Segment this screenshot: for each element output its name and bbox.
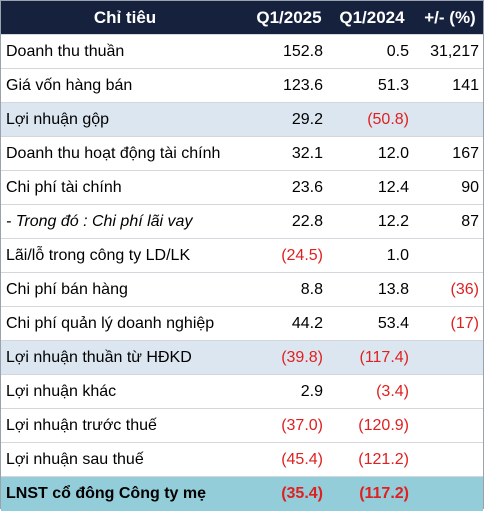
value-q1-2025: 23.6 bbox=[291, 178, 323, 196]
value-q1-2025: (24.5) bbox=[281, 246, 323, 264]
value-q1-2024: 53.4 bbox=[377, 314, 409, 332]
value-q1-2024: (117.4) bbox=[359, 348, 409, 366]
value-q1-2024: (50.8) bbox=[367, 110, 409, 128]
value-change: (17) bbox=[450, 314, 479, 332]
row-label: Giá vốn hàng bán bbox=[6, 76, 133, 94]
value-q1-2024: 1.0 bbox=[386, 246, 409, 264]
value-q1-2025: (35.4) bbox=[281, 485, 323, 502]
value-q1-2024: 12.2 bbox=[377, 212, 409, 230]
value-change bbox=[415, 477, 485, 511]
value-q1-2024: 12.4 bbox=[377, 178, 409, 196]
row-label: - Trong đó : Chi phí lãi vay bbox=[6, 212, 193, 230]
row-label: Doanh thu thuần bbox=[6, 42, 125, 60]
value-change bbox=[415, 341, 485, 374]
value-change: 31,217 bbox=[430, 42, 479, 60]
value-q1-2025: 29.2 bbox=[291, 110, 323, 128]
row-label: Lợi nhuận sau thuế bbox=[6, 450, 144, 468]
value-q1-2025: (45.4) bbox=[281, 450, 323, 468]
table-row: Lãi/lỗ trong công ty LD/LK (24.5) 1.0 bbox=[1, 239, 483, 273]
value-change bbox=[415, 103, 485, 136]
table-row: - Trong đó : Chi phí lãi vay 22.8 12.2 8… bbox=[1, 205, 483, 239]
value-q1-2024: (3.4) bbox=[376, 382, 409, 400]
value-q1-2025: 32.1 bbox=[291, 144, 323, 162]
row-label: Lợi nhuận gộp bbox=[6, 110, 110, 128]
value-change bbox=[415, 409, 485, 442]
row-label: Lợi nhuận trước thuế bbox=[6, 416, 157, 434]
row-label: Chi phí quản lý doanh nghiệp bbox=[6, 314, 215, 332]
table-header-row: Chỉ tiêu Q1/2025 Q1/2024 +/- (%) bbox=[1, 1, 483, 35]
value-q1-2024: 51.3 bbox=[377, 76, 409, 94]
value-q1-2024: 0.5 bbox=[386, 42, 409, 60]
value-change: 90 bbox=[461, 178, 479, 196]
row-label: Lãi/lỗ trong công ty LD/LK bbox=[6, 246, 191, 264]
row-label: Chi phí bán hàng bbox=[6, 280, 128, 298]
table-row-highlight: Lợi nhuận thuần từ HĐKD (39.8) (117.4) bbox=[1, 341, 483, 375]
table-row-total: LNST cổ đông Công ty mẹ (35.4) (117.2) bbox=[1, 477, 483, 511]
value-change: 87 bbox=[461, 212, 479, 230]
value-q1-2024: (120.9) bbox=[358, 416, 409, 434]
row-label: Lợi nhuận khác bbox=[6, 382, 117, 400]
header-q1-2024: Q1/2024 bbox=[339, 7, 405, 27]
table-row: Chi phí quản lý doanh nghiệp 44.2 53.4 (… bbox=[1, 307, 483, 341]
header-indicator: Chỉ tiêu bbox=[93, 7, 157, 27]
table-row: Doanh thu thuần 152.8 0.5 31,217 bbox=[1, 35, 483, 69]
row-label: Doanh thu hoạt động tài chính bbox=[6, 144, 221, 162]
value-q1-2024: 12.0 bbox=[377, 144, 409, 162]
value-q1-2025: 152.8 bbox=[282, 42, 323, 60]
value-q1-2025: 123.6 bbox=[282, 76, 323, 94]
value-q1-2024: (121.2) bbox=[358, 450, 409, 468]
value-q1-2025: (37.0) bbox=[281, 416, 323, 434]
table-row: Chi phí bán hàng 8.8 13.8 (36) bbox=[1, 273, 483, 307]
value-change: 141 bbox=[452, 76, 479, 94]
value-q1-2025: (39.8) bbox=[281, 348, 323, 366]
value-q1-2025: 22.8 bbox=[291, 212, 323, 230]
value-change bbox=[415, 375, 485, 408]
value-change: (36) bbox=[450, 280, 479, 298]
value-q1-2025: 44.2 bbox=[291, 314, 323, 332]
table-row: Lợi nhuận khác 2.9 (3.4) bbox=[1, 375, 483, 409]
value-q1-2025: 8.8 bbox=[300, 280, 323, 298]
value-q1-2024: 13.8 bbox=[377, 280, 409, 298]
table-row: Doanh thu hoạt động tài chính 32.1 12.0 … bbox=[1, 137, 483, 171]
table-row-highlight: Lợi nhuận gộp 29.2 (50.8) bbox=[1, 103, 483, 137]
value-change bbox=[415, 239, 485, 272]
value-q1-2025: 2.9 bbox=[300, 382, 323, 400]
table-row: Lợi nhuận sau thuế (45.4) (121.2) bbox=[1, 443, 483, 477]
table-row: Giá vốn hàng bán 123.6 51.3 141 bbox=[1, 69, 483, 103]
header-change-percent: +/- (%) bbox=[424, 7, 476, 27]
table-row: Chi phí tài chính 23.6 12.4 90 bbox=[1, 171, 483, 205]
row-label: Chi phí tài chính bbox=[6, 178, 122, 196]
row-label: Lợi nhuận thuần từ HĐKD bbox=[6, 348, 192, 366]
header-q1-2025: Q1/2025 bbox=[256, 7, 322, 27]
value-change bbox=[415, 443, 485, 476]
value-q1-2024: (117.2) bbox=[359, 485, 409, 502]
row-label: LNST cổ đông Công ty mẹ bbox=[6, 485, 206, 502]
value-change: 167 bbox=[452, 144, 479, 162]
table-row: Lợi nhuận trước thuế (37.0) (120.9) bbox=[1, 409, 483, 443]
